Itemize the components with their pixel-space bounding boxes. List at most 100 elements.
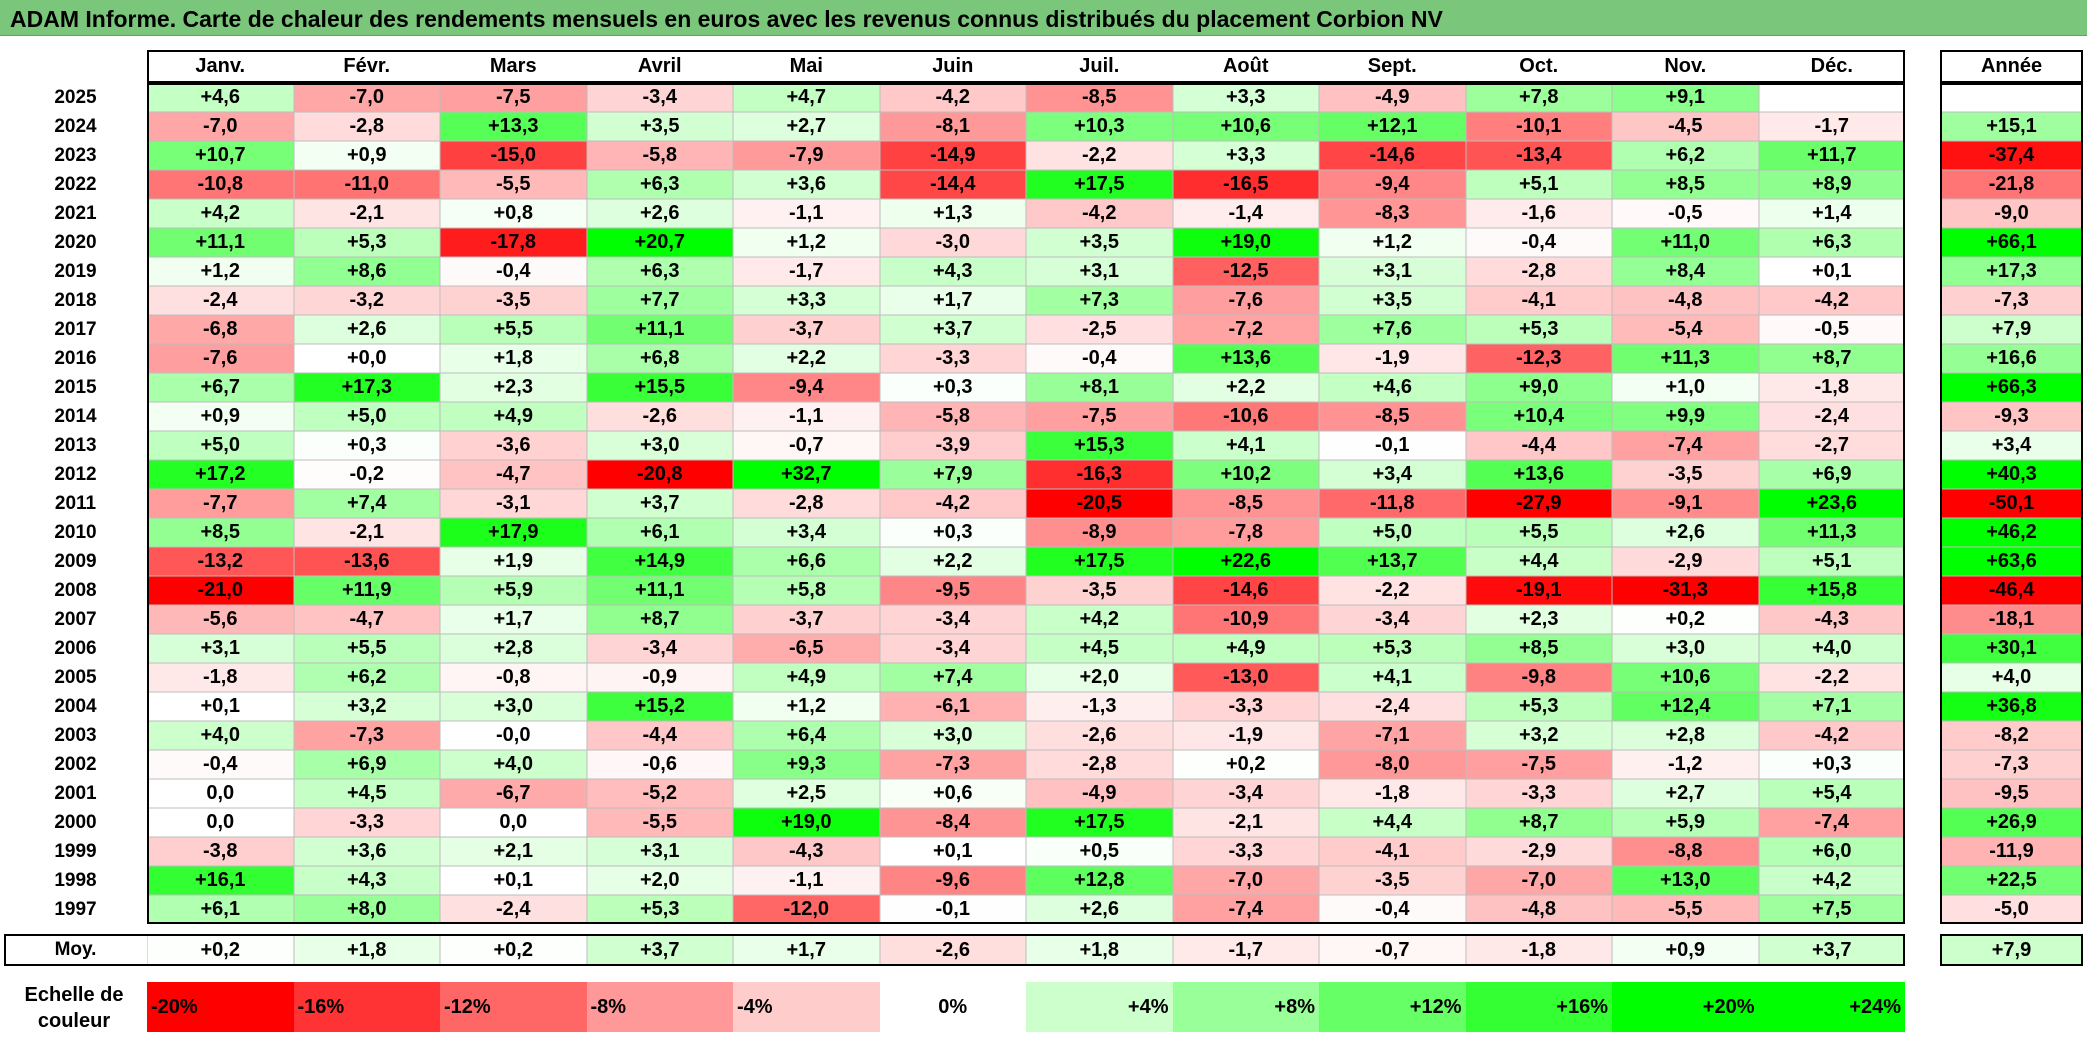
grid-line	[1466, 837, 1613, 866]
heatmap-cell: +0,2	[1172, 750, 1319, 779]
grid-line	[1319, 460, 1466, 489]
heatmap-cell: -2,8	[293, 112, 440, 141]
grid-line	[440, 112, 587, 141]
heatmap-cell: -3,3	[1465, 779, 1612, 808]
grid-line	[1612, 460, 1759, 489]
grid-line	[733, 286, 880, 315]
grid-line	[1026, 141, 1173, 170]
grid-line	[1466, 83, 1613, 112]
grid-line	[587, 576, 734, 605]
grid-line	[1940, 837, 2083, 866]
heatmap-cell: -1,1	[733, 199, 880, 228]
heatmap-cell: -5,8	[586, 141, 733, 170]
grid-line	[587, 431, 734, 460]
year-label: 2004	[4, 692, 147, 721]
heatmap-cell: +1,2	[733, 692, 880, 721]
grid-line	[587, 286, 734, 315]
grid-line	[294, 934, 441, 966]
average-cell: -0,7	[1319, 934, 1466, 966]
average-cell: -1,8	[1465, 934, 1612, 966]
year-label: 2016	[4, 344, 147, 373]
heatmap-cell: +0,1	[1758, 257, 1905, 286]
annual-cell: +16,6	[1940, 344, 2083, 373]
grid-line	[880, 518, 1027, 547]
heatmap-cell: -10,6	[1172, 402, 1319, 431]
grid-line	[294, 605, 441, 634]
heatmap-cell: +1,3	[879, 199, 1026, 228]
grid-line	[587, 934, 734, 966]
year-label: 2019	[4, 257, 147, 286]
grid-line	[1940, 547, 2083, 576]
grid-line	[880, 895, 1027, 924]
grid-line	[733, 866, 880, 895]
heatmap-cell: -3,4	[586, 634, 733, 663]
annual-cell: -5,0	[1940, 895, 2083, 924]
grid-line	[733, 141, 880, 170]
heatmap-cell: +3,2	[1465, 721, 1612, 750]
color-scale-label: Echelle de couleur	[4, 982, 144, 1036]
heatmap-cell: +2,5	[733, 779, 880, 808]
heatmap-cell: +4,5	[293, 779, 440, 808]
heatmap-cell: +4,1	[1319, 663, 1466, 692]
heatmap-cell: +3,6	[733, 170, 880, 199]
annual-cell: +36,8	[1940, 692, 2083, 721]
grid-line	[1940, 344, 2083, 373]
grid-line	[440, 605, 587, 634]
grid-line	[587, 547, 734, 576]
annual-cell: -9,0	[1940, 199, 2083, 228]
grid-line	[147, 83, 294, 112]
average-cell: +0,2	[440, 934, 587, 966]
grid-line	[147, 112, 294, 141]
heatmap-cell: +17,3	[293, 373, 440, 402]
grid-line	[1026, 83, 1173, 112]
heatmap-cell: +3,5	[1026, 228, 1173, 257]
grid-line	[1173, 837, 1320, 866]
grid-line	[880, 257, 1027, 286]
grid-line	[733, 518, 880, 547]
heatmap-cell: -9,4	[1319, 170, 1466, 199]
grid-line	[294, 170, 441, 199]
grid-line	[1173, 489, 1320, 518]
grid-line	[880, 344, 1027, 373]
annual-cell: -7,3	[1940, 750, 2083, 779]
grid-line	[1759, 895, 1906, 924]
year-label: 1997	[4, 895, 147, 924]
heatmap-cell: +7,4	[879, 663, 1026, 692]
grid-line	[880, 934, 1027, 966]
grid-line	[1026, 721, 1173, 750]
heatmap-cell: -6,5	[733, 634, 880, 663]
heatmap-cell: -7,7	[147, 489, 294, 518]
grid-line	[880, 170, 1027, 199]
grid-line	[733, 721, 880, 750]
color-scale-step: -16%	[293, 982, 440, 1032]
grid-line	[1612, 663, 1759, 692]
heatmap-cell: +8,7	[1465, 808, 1612, 837]
grid-line	[587, 170, 734, 199]
average-cell: +3,7	[1758, 934, 1905, 966]
heatmap-cell: +6,9	[1758, 460, 1905, 489]
grid-line	[1612, 576, 1759, 605]
grid-line	[1612, 373, 1759, 402]
grid-line	[1173, 663, 1320, 692]
grid-line	[587, 373, 734, 402]
grid-line	[587, 489, 734, 518]
heatmap-cell: +17,9	[440, 518, 587, 547]
heatmap-cell: +10,7	[147, 141, 294, 170]
heatmap-cell: +4,6	[147, 83, 294, 112]
grid-line	[147, 402, 294, 431]
heatmap-cell: +3,0	[879, 721, 1026, 750]
grid-line	[880, 315, 1027, 344]
heatmap-cell: -12,3	[1465, 344, 1612, 373]
heatmap-cell: +5,8	[733, 576, 880, 605]
grid-line	[147, 634, 294, 663]
heatmap-cell: -7,5	[440, 83, 587, 112]
heatmap-cell: +3,5	[586, 112, 733, 141]
heatmap-cell: +13,3	[440, 112, 587, 141]
year-label: 2018	[4, 286, 147, 315]
heatmap-cell: -1,2	[1612, 750, 1759, 779]
heatmap-cell: -1,4	[1172, 199, 1319, 228]
heatmap-cell: +15,3	[1026, 431, 1173, 460]
average-cell: +3,7	[586, 934, 733, 966]
grid-line	[587, 141, 734, 170]
grid-line	[1026, 489, 1173, 518]
